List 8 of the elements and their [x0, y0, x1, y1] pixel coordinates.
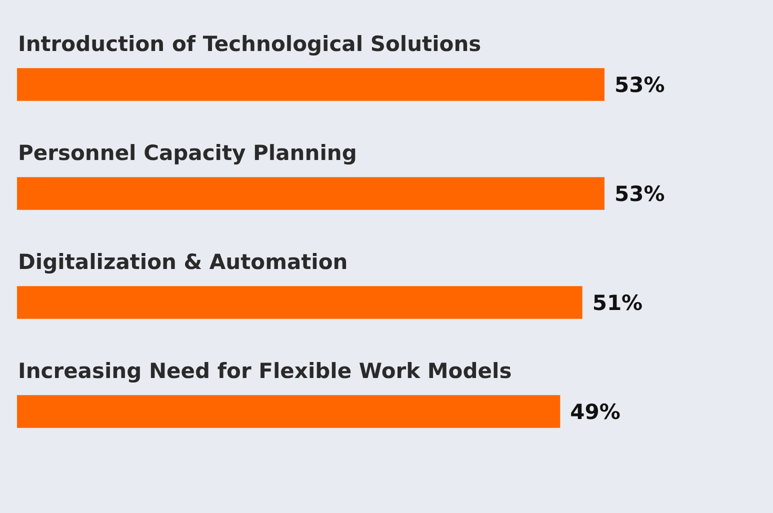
- data-label: 53%: [614, 182, 665, 206]
- data-label: 49%: [570, 400, 620, 424]
- y-tick-label: Introduction of Technological Solutions: [18, 32, 482, 56]
- data-label: 53%: [614, 72, 665, 97]
- y-tick-label: Personnel Capacity Planning: [18, 140, 357, 165]
- y-tick-label: Digitalization & Automation: [18, 250, 348, 274]
- y-tick-label: Increasing Need for Flexible Work Models: [18, 358, 512, 383]
- data-label: 51%: [592, 290, 643, 315]
